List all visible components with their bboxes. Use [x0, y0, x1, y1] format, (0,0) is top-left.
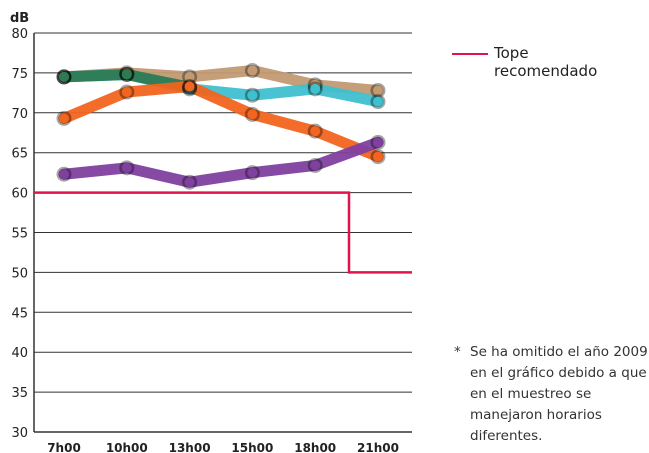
series-lines [58, 65, 384, 188]
series-2-point-15h00 [244, 87, 260, 103]
series-5-point-7h00 [56, 166, 72, 182]
series-5-point-15h00 [244, 165, 260, 181]
y-tick-40: 40 [11, 346, 28, 361]
y-tick-80: 80 [11, 27, 28, 42]
y-tick-labels: 30 35 40 45 50 55 60 65 70 75 80 [11, 27, 28, 441]
series-line-5 [58, 136, 384, 188]
y-tick-65: 65 [11, 147, 28, 162]
series-4-point-13h00 [182, 78, 198, 94]
series-5-point-10h00 [119, 160, 135, 176]
x-tick-labels: 7h00 10h00 13h00 15h00 18h00 21h00 [47, 441, 399, 453]
series-1-point-21h00 [370, 82, 386, 98]
y-tick-50: 50 [11, 266, 28, 281]
series-3-point-10h00 [119, 66, 135, 82]
x-tick-13h00: 13h00 [169, 441, 211, 453]
y-tick-70: 70 [11, 107, 28, 122]
legend: Tope recomendado [452, 44, 624, 80]
series-4-point-21h00 [370, 149, 386, 165]
series-1-point-15h00 [244, 63, 260, 79]
x-tick-7h00: 7h00 [47, 441, 81, 453]
series-4-point-15h00 [244, 106, 260, 122]
x-tick-21h00: 21h00 [357, 441, 399, 453]
legend-label-threshold: Tope recomendado [494, 44, 598, 80]
series-3-point-7h00 [56, 69, 72, 85]
footnote: * Se ha omitido el año 2009 en el gráfic… [454, 342, 649, 447]
x-tick-18h00: 18h00 [294, 441, 336, 453]
threshold-step-line [34, 191, 412, 274]
y-tick-35: 35 [11, 386, 28, 401]
series-5-point-21h00 [370, 134, 386, 150]
y-tick-45: 45 [11, 306, 28, 321]
series-5-point-18h00 [307, 157, 323, 173]
series-4-point-7h00 [56, 110, 72, 126]
y-tick-30: 30 [11, 426, 28, 441]
series-4-point-10h00 [119, 84, 135, 100]
x-tick-10h00: 10h00 [106, 441, 148, 453]
footnote-text: Se ha omitido el año 2009 en el gráfico … [470, 344, 648, 444]
y-tick-55: 55 [11, 227, 28, 242]
series-points [56, 63, 386, 190]
footnote-marker: * [454, 344, 461, 360]
series-line-4 [58, 80, 384, 163]
series-2-point-21h00 [370, 94, 386, 110]
threshold-line [34, 191, 412, 274]
y-tick-75: 75 [11, 67, 28, 82]
series-5-point-13h00 [182, 174, 198, 190]
y-tick-60: 60 [11, 187, 28, 202]
series-4-point-18h00 [307, 123, 323, 139]
legend-swatch-threshold [452, 53, 488, 55]
x-tick-15h00: 15h00 [231, 441, 273, 453]
series-2-point-18h00 [307, 81, 323, 97]
y-axis-label: dB [10, 11, 29, 26]
